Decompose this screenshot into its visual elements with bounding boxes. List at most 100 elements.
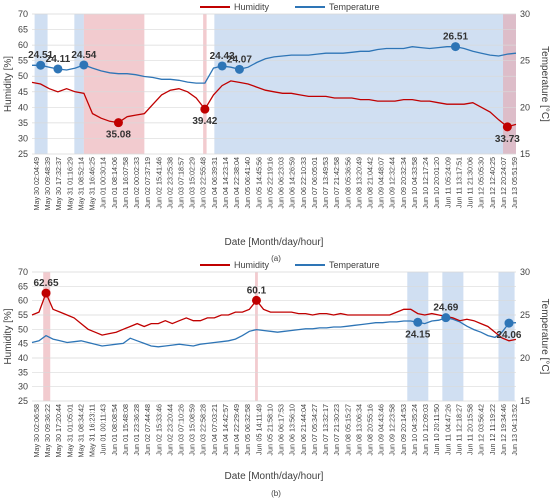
chart-panel-0: 25 30 35 40 45 50 55 60 65 70 15 20 25 30 Humidity [%]… (3, 2, 550, 263)
x-tick-label: Jun 01 15:48:08 (121, 404, 130, 456)
y-left-axis-title: Humidity [%] (3, 308, 14, 364)
annotation-marker (251, 295, 261, 305)
humidity-line (31, 291, 517, 342)
x-tick-label: Jun 03 22:58:28 (199, 404, 208, 456)
x-tick-label: Jun 12 11:19:22 (488, 404, 497, 455)
y-left-tick-label: 60 (18, 40, 28, 50)
x-tick-label: Jun 02 15:41:46 (154, 157, 163, 209)
x-tick-label: Jun 10 04:35:24 (410, 404, 419, 456)
annotation-label: 24.11 (46, 54, 71, 65)
y-left-tick-label: 70 (18, 267, 28, 277)
x-tick-label: Jun 03 22:55:48 (199, 157, 208, 209)
annotation-label: 24.69 (433, 303, 458, 314)
x-tick-label: May 30 17:20:44 (54, 404, 63, 458)
x-tick-label: Jun 09 12:32:44 (388, 157, 397, 209)
x-tick-label: Jun 05 22:19:16 (265, 157, 274, 209)
x-tick-label: Jun 02 07:44:48 (143, 404, 152, 456)
x-tick-label: Jun 11 04:47:26 (443, 404, 452, 455)
annotation-label: 24.51 (28, 50, 53, 61)
x-tick-label: Jun 05 14:45:56 (254, 157, 263, 209)
legend-humidity-label: Humidity (234, 2, 270, 12)
annotation-marker (441, 313, 451, 323)
y-left-tick-label: 25 (18, 396, 28, 406)
y-left-tick-label: 35 (18, 367, 28, 377)
x-tick-label: May 30 02:04:49 (32, 157, 41, 211)
x-tick-label: Jun 07 13:49:53 (321, 157, 330, 209)
x-tick-label: Jun 07 05:34:27 (310, 404, 319, 456)
x-tick-label: Jun 09 04:48:07 (377, 157, 386, 209)
y-left-tick-label: 30 (18, 382, 28, 392)
x-tick-label: Jun 11 20:15:58 (466, 404, 475, 455)
x-tick-label: Jun 03 15:08:59 (188, 404, 197, 456)
x-tick-label: Jun 10 20:01:20 (432, 157, 441, 209)
x-tick-label: May 31 01:16:29 (65, 157, 74, 211)
annotation-label: 35.08 (106, 130, 131, 141)
x-tick-label: Jun 04 22:29:49 (232, 404, 241, 456)
x-tick-label: Jun 02 07:37:19 (143, 157, 152, 209)
x-tick-label: Jun 10 20:11:50 (432, 404, 441, 455)
x-tick-label: Jun 13 05:51:59 (510, 157, 519, 209)
x-tick-label: Jun 12 20:24:07 (499, 157, 508, 209)
highlight-band (407, 272, 429, 401)
y-left-tick-label: 30 (18, 133, 28, 143)
y-left-tick-label: 65 (18, 25, 28, 35)
x-tick-label: Jun 04 06:39:31 (210, 157, 219, 209)
x-tick-label: Jun 05 21:58:10 (265, 404, 274, 456)
x-tick-label: Jun 04 14:42:57 (221, 404, 230, 456)
x-tick-label: Jun 10 12:09:03 (421, 404, 430, 456)
highlight-band (214, 14, 516, 154)
x-tick-label: Jun 09 04:43:46 (377, 404, 386, 456)
annotation-label: 24.43 (210, 51, 235, 62)
x-tick-label: Jun 06 14:26:59 (288, 157, 297, 209)
x-tick-label: May 30 09:48:39 (43, 157, 52, 211)
x-tick-label: Jun 03 07:10:26 (177, 404, 186, 456)
x-tick-label: Jun 09 20:14:53 (399, 404, 408, 456)
x-tick-label: Jun 01 08:14:06 (110, 157, 119, 209)
y-left-tick-label: 35 (18, 118, 28, 128)
x-tick-label: Jun 06 06:23:03 (277, 157, 286, 209)
x-tick-label: Jun 07 13:32:17 (321, 404, 330, 456)
y-left-tick-label: 50 (18, 71, 28, 81)
x-tick-label: May 31 08:52:14 (76, 157, 85, 211)
y-right-tick-label: 20 (520, 102, 530, 112)
annotation-marker (36, 60, 46, 70)
x-tick-label: Jun 12 05:05:30 (477, 157, 486, 209)
temperature-line (31, 45, 517, 84)
annotation-marker (41, 288, 51, 298)
x-tick-label: Jun 08 21:04:42 (365, 157, 374, 209)
legend-humidity-label: Humidity (234, 260, 270, 270)
highlight-band (203, 14, 207, 154)
annotation-label: 24.54 (71, 50, 96, 61)
y-left-tick-label: 45 (18, 87, 28, 97)
y-left-tick-label: 65 (18, 281, 28, 291)
annotation-marker (53, 64, 63, 74)
x-tick-label: Jun 11 13:17:51 (454, 157, 463, 208)
x-tick-label: Jun 08 05:15:27 (343, 404, 352, 456)
x-tick-label: Jun 12 12:40:25 (488, 157, 497, 209)
y-left-tick-label: 55 (18, 310, 28, 320)
panel-label: (a) (271, 254, 281, 263)
y-left-tick-label: 25 (18, 149, 28, 159)
x-axis-title: Date [Month/day/hour] (225, 471, 324, 482)
x-tick-label: Jun 07 21:30:23 (332, 404, 341, 456)
x-tick-label: May 31 16:46:25 (88, 157, 97, 211)
annotation-marker (234, 64, 244, 74)
y-right-tick-label: 30 (520, 9, 530, 19)
legend-temperature-label: Temperature (329, 2, 380, 12)
y-left-tick-label: 45 (18, 339, 28, 349)
x-tick-label: Jun 01 08:08:54 (110, 404, 119, 456)
x-tick-label: Jun 02 23:20:44 (165, 404, 174, 456)
x-tick-label: May 30 09:36:22 (43, 404, 52, 458)
highlight-band (442, 272, 464, 401)
annotation-marker (217, 61, 227, 71)
x-tick-label: Jun 02 15:33:46 (154, 404, 163, 456)
annotation-label: 33.73 (495, 134, 520, 145)
y-left-tick-label: 40 (18, 353, 28, 363)
y-right-tick-label: 20 (520, 353, 530, 363)
x-tick-label: Jun 04 22:38:04 (232, 157, 241, 209)
humidity-line (31, 80, 517, 128)
y-right-axis-title: Temperature [°C] (539, 46, 550, 122)
y-right-tick-label: 15 (520, 396, 530, 406)
x-tick-label: Jun 05 06:32:58 (243, 404, 252, 456)
